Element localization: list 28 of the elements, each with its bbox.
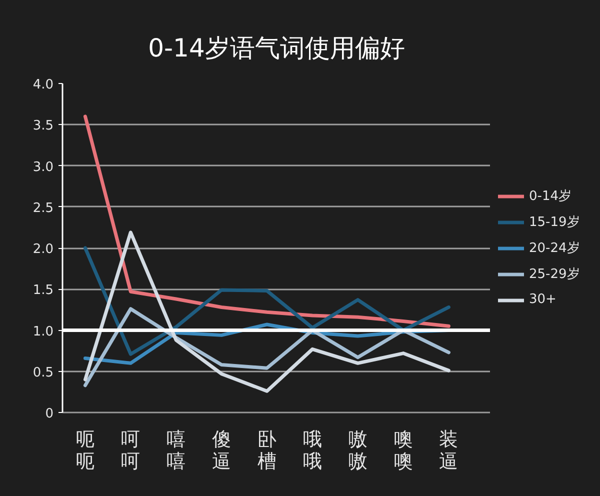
x-tick-label: 装逼	[439, 428, 458, 472]
x-tick-label: 呃呃	[76, 428, 95, 472]
x-tick-label: 卧槽	[257, 428, 276, 472]
chart-title: 0-14岁语气词使用偏好	[148, 34, 405, 62]
y-tick-label: 4.0	[32, 78, 54, 92]
legend-label: 25-29岁	[529, 266, 580, 282]
x-tick-label: 嗷嗷	[348, 428, 368, 472]
line-series	[83, 307, 450, 388]
x-tick-label: 噢噢	[394, 428, 413, 472]
y-tick-label: 0	[45, 406, 54, 422]
line-series	[83, 114, 450, 328]
y-tick-label: 2.5	[32, 200, 54, 216]
y-tick-label: 2.0	[32, 242, 54, 257]
line-series	[83, 230, 450, 393]
y-tick-label: 3.5	[32, 118, 54, 134]
x-tick-label: 嘻嘻	[166, 428, 186, 472]
legend-label: 30+	[529, 292, 556, 307]
line-series	[83, 246, 450, 356]
x-tick-label: 傻逼	[212, 428, 232, 472]
y-tick-label: 3.0	[32, 160, 54, 175]
y-tick-label: 1.0	[32, 324, 54, 340]
x-tick-label: 呵呵	[121, 428, 140, 472]
legend-label: 0-14岁	[529, 188, 572, 204]
x-tick-label: 哦哦	[302, 428, 322, 472]
legend-label: 20-24岁	[529, 240, 580, 256]
y-tick-label: 1.5	[32, 283, 54, 298]
y-tick-label: 0.5	[32, 365, 54, 380]
legend-label: 15-19岁	[529, 214, 580, 230]
